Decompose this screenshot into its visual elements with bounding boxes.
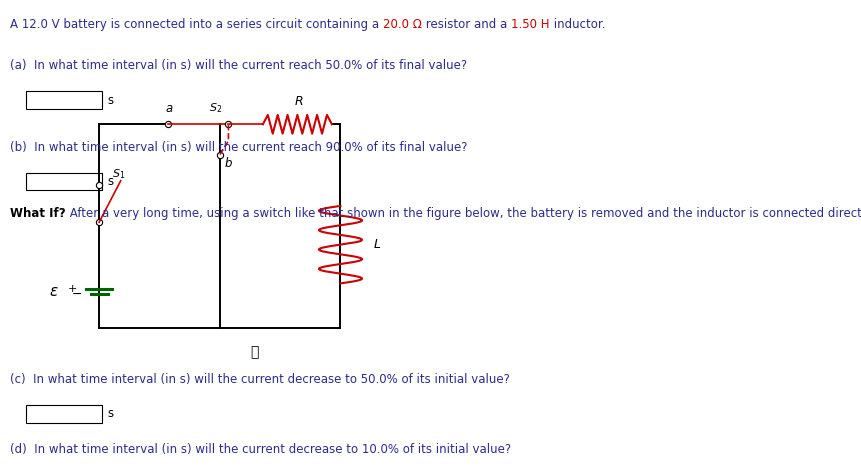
Text: 1.50 H: 1.50 H <box>511 18 549 31</box>
Text: +: + <box>68 284 77 294</box>
Text: ε: ε <box>49 284 58 299</box>
Text: ⓘ: ⓘ <box>250 345 258 359</box>
Text: −: − <box>71 288 82 301</box>
Text: resistor and a: resistor and a <box>422 18 511 31</box>
Text: (c)  In what time interval (in s) will the current decrease to 50.0% of its init: (c) In what time interval (in s) will th… <box>10 373 510 386</box>
Text: $S_2$: $S_2$ <box>209 101 222 115</box>
Text: s: s <box>108 94 114 107</box>
Text: L: L <box>373 238 380 251</box>
Text: (b)  In what time interval (in s) will the current reach 90.0% of its final valu: (b) In what time interval (in s) will th… <box>10 141 468 154</box>
Text: 20.0 Ω: 20.0 Ω <box>383 18 422 31</box>
Text: $S_1$: $S_1$ <box>112 167 125 181</box>
FancyBboxPatch shape <box>26 405 102 423</box>
Text: b: b <box>225 157 232 170</box>
Text: s: s <box>108 407 114 420</box>
Text: (a)  In what time interval (in s) will the current reach 50.0% of its final valu: (a) In what time interval (in s) will th… <box>10 59 467 72</box>
FancyBboxPatch shape <box>26 173 102 190</box>
Text: R: R <box>294 95 303 108</box>
Text: a: a <box>165 102 172 115</box>
Text: s: s <box>108 175 114 188</box>
Text: What If?: What If? <box>10 207 66 220</box>
Text: (d)  In what time interval (in s) will the current decrease to 10.0% of its init: (d) In what time interval (in s) will th… <box>10 443 511 456</box>
FancyBboxPatch shape <box>26 91 102 109</box>
Text: After a very long time, using a switch like that shown in the figure below, the : After a very long time, using a switch l… <box>66 207 861 220</box>
Text: A 12.0 V battery is connected into a series circuit containing a: A 12.0 V battery is connected into a ser… <box>10 18 383 31</box>
Text: inductor.: inductor. <box>549 18 604 31</box>
